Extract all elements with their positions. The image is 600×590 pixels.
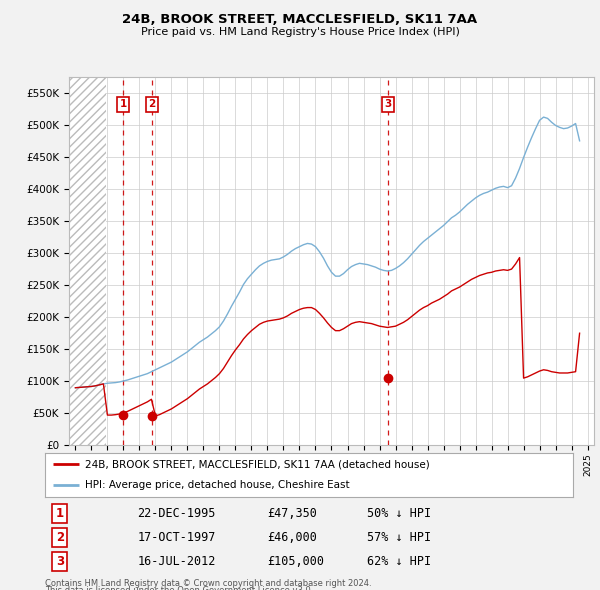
- Text: 1: 1: [119, 99, 127, 109]
- Text: 24B, BROOK STREET, MACCLESFIELD, SK11 7AA: 24B, BROOK STREET, MACCLESFIELD, SK11 7A…: [122, 13, 478, 26]
- Bar: [69, 77, 106, 445]
- Text: 17-OCT-1997: 17-OCT-1997: [137, 531, 216, 544]
- Text: 2: 2: [56, 531, 64, 544]
- Text: 3: 3: [385, 99, 392, 109]
- Text: 16-JUL-2012: 16-JUL-2012: [137, 555, 216, 568]
- Text: 3: 3: [56, 555, 64, 568]
- Text: This data is licensed under the Open Government Licence v3.0.: This data is licensed under the Open Gov…: [45, 586, 313, 590]
- Text: £47,350: £47,350: [267, 507, 317, 520]
- Text: HPI: Average price, detached house, Cheshire East: HPI: Average price, detached house, Ches…: [85, 480, 349, 490]
- Text: 62% ↓ HPI: 62% ↓ HPI: [367, 555, 431, 568]
- Text: 1: 1: [56, 507, 64, 520]
- Text: Contains HM Land Registry data © Crown copyright and database right 2024.: Contains HM Land Registry data © Crown c…: [45, 579, 371, 588]
- Text: £46,000: £46,000: [267, 531, 317, 544]
- Text: 22-DEC-1995: 22-DEC-1995: [137, 507, 216, 520]
- Text: Price paid vs. HM Land Registry's House Price Index (HPI): Price paid vs. HM Land Registry's House …: [140, 27, 460, 37]
- Text: 24B, BROOK STREET, MACCLESFIELD, SK11 7AA (detached house): 24B, BROOK STREET, MACCLESFIELD, SK11 7A…: [85, 460, 430, 470]
- Text: 50% ↓ HPI: 50% ↓ HPI: [367, 507, 431, 520]
- Text: 57% ↓ HPI: 57% ↓ HPI: [367, 531, 431, 544]
- Text: 2: 2: [148, 99, 155, 109]
- Text: £105,000: £105,000: [267, 555, 324, 568]
